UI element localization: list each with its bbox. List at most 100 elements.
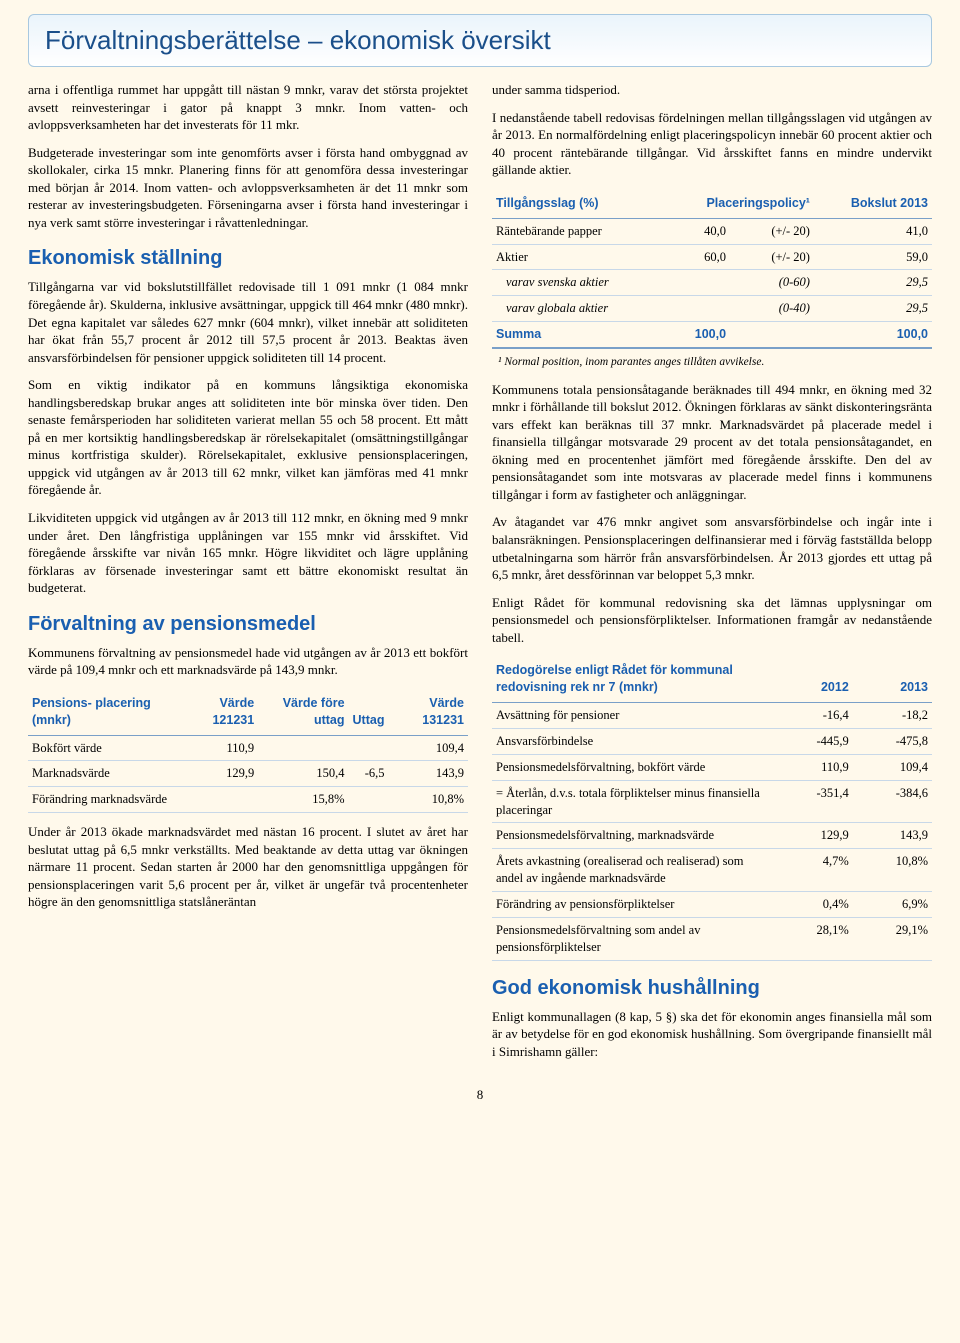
td: -445,9 bbox=[774, 728, 853, 754]
th: Värde före uttag bbox=[258, 689, 348, 735]
td bbox=[730, 322, 814, 348]
th: Tillgångsslag (%) bbox=[492, 189, 659, 218]
td: varav svenska aktier bbox=[492, 270, 659, 296]
para: Som en viktig indikator på en kommuns lå… bbox=[28, 376, 468, 499]
table-row: Pensionsmedelsförvaltning som andel av p… bbox=[492, 917, 932, 960]
table-row: varav globala aktier (0-40) 29,5 bbox=[492, 296, 932, 322]
td: 100,0 bbox=[659, 322, 730, 348]
td: 29,1% bbox=[853, 917, 932, 960]
td: Räntebärande papper bbox=[492, 218, 659, 244]
table-row: = Återlån, d.v.s. totala förpliktelser m… bbox=[492, 780, 932, 823]
th: Redogörelse enligt Rådet för kommunal re… bbox=[492, 656, 774, 702]
td: Bokfört värde bbox=[28, 735, 179, 761]
table-row: Marknadsvärde 129,9 150,4 -6,5 143,9 bbox=[28, 761, 468, 787]
td: -6,5 bbox=[349, 761, 389, 787]
para: under samma tidsperiod. bbox=[492, 81, 932, 99]
td bbox=[659, 270, 730, 296]
td: 150,4 bbox=[258, 761, 348, 787]
para: Kommunens totala pensionsåtagande beräkn… bbox=[492, 381, 932, 504]
td: 143,9 bbox=[388, 761, 468, 787]
td: 60,0 bbox=[659, 244, 730, 270]
td: -16,4 bbox=[774, 703, 853, 729]
para: Enligt kommunallagen (8 kap, 5 §) ska de… bbox=[492, 1008, 932, 1061]
th: 2013 bbox=[853, 656, 932, 702]
page-number: 8 bbox=[28, 1086, 932, 1104]
td: Pensionsmedelsförvaltning, bokfört värde bbox=[492, 754, 774, 780]
para: Kommunens förvaltning av pensionsmedel h… bbox=[28, 644, 468, 679]
table-row-sum: Summa 100,0 100,0 bbox=[492, 322, 932, 348]
td: Aktier bbox=[492, 244, 659, 270]
para: Likviditeten uppgick vid utgången av år … bbox=[28, 509, 468, 597]
td bbox=[179, 787, 258, 813]
table-row: Avsättning för pensioner-16,4-18,2 bbox=[492, 703, 932, 729]
td bbox=[258, 735, 348, 761]
para: Budgeterade investeringar som inte genom… bbox=[28, 144, 468, 232]
left-column: arna i offentliga rummet har uppgått til… bbox=[28, 81, 468, 1070]
td: Summa bbox=[492, 322, 659, 348]
para: Under år 2013 ökade marknadsvärdet med n… bbox=[28, 823, 468, 911]
td: 6,9% bbox=[853, 892, 932, 918]
td: = Återlån, d.v.s. totala förpliktelser m… bbox=[492, 780, 774, 823]
para: Av åtagandet var 476 mnkr angivet som an… bbox=[492, 513, 932, 583]
table-row: Årets avkastning (orealiserad och realis… bbox=[492, 849, 932, 892]
td: (+/- 20) bbox=[730, 244, 814, 270]
td: 129,9 bbox=[179, 761, 258, 787]
table-row: Ansvarsförbindelse-445,9-475,8 bbox=[492, 728, 932, 754]
para: arna i offentliga rummet har uppgått til… bbox=[28, 81, 468, 134]
td: 40,0 bbox=[659, 218, 730, 244]
para: I nedanstående tabell redovisas fördelni… bbox=[492, 109, 932, 179]
right-column: under samma tidsperiod. I nedanstående t… bbox=[492, 81, 932, 1070]
td bbox=[349, 735, 389, 761]
td: -384,6 bbox=[853, 780, 932, 823]
td: 15,8% bbox=[258, 787, 348, 813]
th: Placeringspolicy¹ bbox=[659, 189, 814, 218]
td: 29,5 bbox=[814, 270, 932, 296]
th: Värde 121231 bbox=[179, 689, 258, 735]
table-row: Bokfört värde 110,9 109,4 bbox=[28, 735, 468, 761]
th: Pensions- placering (mnkr) bbox=[28, 689, 179, 735]
td: (+/- 20) bbox=[730, 218, 814, 244]
td: 10,8% bbox=[388, 787, 468, 813]
page-title: Förvaltningsberättelse – ekonomisk övers… bbox=[45, 23, 915, 58]
td: 129,9 bbox=[774, 823, 853, 849]
td: 41,0 bbox=[814, 218, 932, 244]
two-column-layout: arna i offentliga rummet har uppgått til… bbox=[28, 81, 932, 1070]
td: -18,2 bbox=[853, 703, 932, 729]
td: -351,4 bbox=[774, 780, 853, 823]
heading-ekonomisk: Ekonomisk ställning bbox=[28, 245, 468, 272]
table-tillgangsslag: Tillgångsslag (%) Placeringspolicy¹ Boks… bbox=[492, 189, 932, 349]
table-row: Räntebärande papper 40,0 (+/- 20) 41,0 bbox=[492, 218, 932, 244]
td: -475,8 bbox=[853, 728, 932, 754]
td: Pensionsmedelsförvaltning som andel av p… bbox=[492, 917, 774, 960]
table-pensionsplacering: Pensions- placering (mnkr) Värde 121231 … bbox=[28, 689, 468, 813]
td: 110,9 bbox=[774, 754, 853, 780]
td: Förändring marknadsvärde bbox=[28, 787, 179, 813]
table-row: Förändring marknadsvärde 15,8% 10,8% bbox=[28, 787, 468, 813]
td: Avsättning för pensioner bbox=[492, 703, 774, 729]
td: 4,7% bbox=[774, 849, 853, 892]
para: Enligt Rådet för kommunal redovisning sk… bbox=[492, 594, 932, 647]
td: Marknadsvärde bbox=[28, 761, 179, 787]
td: 59,0 bbox=[814, 244, 932, 270]
table-row: Pensionsmedelsförvaltning, bokfört värde… bbox=[492, 754, 932, 780]
td: (0-40) bbox=[730, 296, 814, 322]
td: 109,4 bbox=[853, 754, 932, 780]
td: Ansvarsförbindelse bbox=[492, 728, 774, 754]
td: 10,8% bbox=[853, 849, 932, 892]
td: 110,9 bbox=[179, 735, 258, 761]
td: Årets avkastning (orealiserad och realis… bbox=[492, 849, 774, 892]
td: 100,0 bbox=[814, 322, 932, 348]
td: 29,5 bbox=[814, 296, 932, 322]
td: (0-60) bbox=[730, 270, 814, 296]
td: 28,1% bbox=[774, 917, 853, 960]
title-bar: Förvaltningsberättelse – ekonomisk övers… bbox=[28, 14, 932, 67]
table-row: Förändring av pensionsförpliktelser0,4%6… bbox=[492, 892, 932, 918]
para: Tillgångarna var vid bokslutstillfället … bbox=[28, 278, 468, 366]
table-row: Aktier 60,0 (+/- 20) 59,0 bbox=[492, 244, 932, 270]
table-redogorelse: Redogörelse enligt Rådet för kommunal re… bbox=[492, 656, 932, 960]
td: Förändring av pensionsförpliktelser bbox=[492, 892, 774, 918]
td: 0,4% bbox=[774, 892, 853, 918]
td: 143,9 bbox=[853, 823, 932, 849]
table-footnote: ¹ Normal position, inom parantes anges t… bbox=[498, 355, 932, 371]
heading-pensionsmedel: Förvaltning av pensionsmedel bbox=[28, 611, 468, 638]
